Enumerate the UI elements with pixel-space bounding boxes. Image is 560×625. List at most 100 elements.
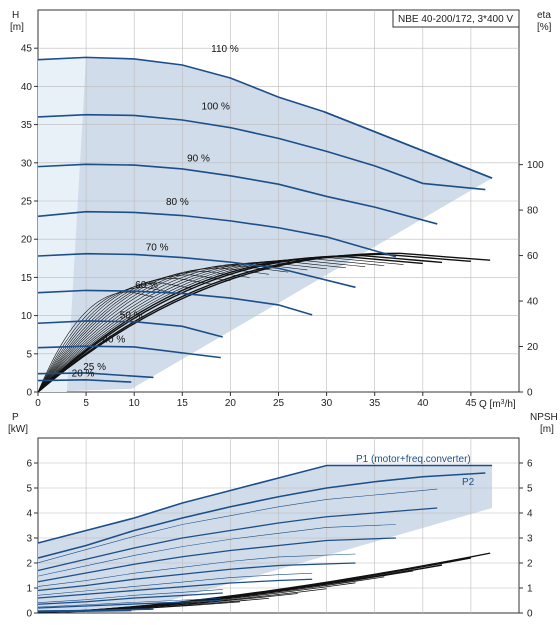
p-tick-label: 3 [26,534,32,545]
head-curve [37,163,438,225]
speed-percent-label: 20 % [72,369,95,380]
y-tick-label: 5 [26,349,32,360]
head-curve [37,289,313,316]
title-box [392,9,520,28]
x-tick-label: 30 [321,398,333,409]
speed-percent-label: 90 % [187,153,210,164]
speed-percent-label: 60 % [135,280,158,291]
power-chart: 0 1 2 3 4 5 6 0 1 2 3 4 5 6 P [kW] NPSH [m] P1 (motor+… [8,412,558,620]
head-curve [37,378,132,383]
p-tick-label: 0 [26,609,32,620]
p1-companion-curve [37,553,356,587]
speed-percent-label: 50 % [120,311,143,322]
efficiency-curve [37,267,269,393]
p1-companion-curve [37,572,313,596]
speed-percent-label: 70 % [146,243,169,254]
power-y-axis-label: P [kW] [8,412,28,435]
speed-percent-label: 40 % [102,334,125,345]
head-curve [37,345,221,359]
y-tick-label: 40 [21,82,33,93]
efficiency-curve [37,271,250,393]
efficiency-curve [37,262,327,393]
x-tick-label: 35 [369,398,381,409]
head-curve [37,210,397,258]
efficiency-curve [37,256,423,393]
power-curve [37,537,396,583]
y-tick-label: 20 [21,235,33,246]
p-tick-label: 1 [26,584,32,595]
p-tick-label: 6 [26,459,32,470]
power-curve [37,608,154,612]
y-tick-label: 15 [21,273,33,284]
power-envelope [38,465,493,613]
x-tick-label: 0 [35,398,41,409]
efficiency-curve [37,253,471,393]
eta-tick-label: 20 [527,342,539,353]
x-tick-label: 20 [225,398,237,409]
p1-series-label: P1 (motor+freq.converter) [356,454,471,465]
p2-series-label: P2 [462,477,475,488]
flow-x-axis-label: Q [m3/h] [479,399,516,411]
speed-percent-label: 100 % [202,101,230,112]
p-tick-label: 5 [26,484,32,495]
eta-tick-label: 40 [527,297,539,308]
x-tick-label: 25 [273,398,285,409]
npsh-tick-label: 5 [527,484,533,495]
y-tick-label: 30 [21,158,33,169]
p1-companion-curve [37,597,221,608]
p-tick-label: 2 [26,559,32,570]
head-curve [37,113,486,191]
x-tick-label: 10 [129,398,141,409]
speed-percent-label: 25 % [83,362,106,373]
y-tick-label: 0 [26,388,32,399]
eta-tick-label: 60 [527,251,539,262]
efficiency-curve [37,291,154,393]
y-tick-label: 25 [21,197,33,208]
efficiency-curve [37,258,385,393]
eta-tick-label: 80 [527,206,539,217]
head-curve [37,252,356,289]
power-curve [37,599,221,609]
p1-curve [37,464,493,544]
eta-tick-label: 100 [527,160,544,171]
efficiency-curve [37,265,289,393]
p1-companion-curve [37,524,396,577]
npsh-y-axis-label: NPSH [m] [530,412,558,435]
power-curve [37,562,356,592]
p2-curve [37,472,486,559]
npsh-tick-label: 0 [527,609,533,620]
speed-percent-label: 80 % [166,197,189,208]
max-flow-edge [323,110,493,179]
efficiency-curve [37,260,346,393]
eta-tick-label: 0 [527,388,533,399]
power-curve [37,507,438,572]
chart-title: NBE 40-200/172, 3*400 V [398,14,513,25]
y-tick-label: 10 [21,311,33,322]
head-curve [37,372,154,379]
efficiency-curve [37,287,173,393]
y-tick-label: 45 [21,44,33,55]
p1-companion-curve [37,608,154,611]
eta-y-axis-label: eta [%] [537,10,552,33]
x-tick-label: 45 [465,398,477,409]
x-tick-label: 40 [417,398,429,409]
power-curve [37,592,223,605]
efficiency-curve [37,254,443,393]
p-tick-label: 4 [26,509,32,520]
npsh-tick-label: 2 [527,559,533,570]
head-curve [37,320,223,338]
chart-title-box: NBE 40-200/172, 3*400 V [392,9,520,28]
head-y-axis-label: H [m] [10,10,24,33]
p1-companion-curve [37,488,438,564]
speed-percent-label: 110 % [211,44,239,55]
low-flow-zone [38,57,87,392]
efficiency-curve [37,282,192,393]
x-tick-label: 5 [83,398,89,409]
x-tick-label: 15 [177,398,189,409]
npsh-tick-label: 1 [527,584,533,595]
p1-companion-curve [37,609,132,612]
p1-companion-curve [37,589,223,603]
npsh-tick-label: 4 [527,509,533,520]
efficiency-curve [37,259,366,393]
